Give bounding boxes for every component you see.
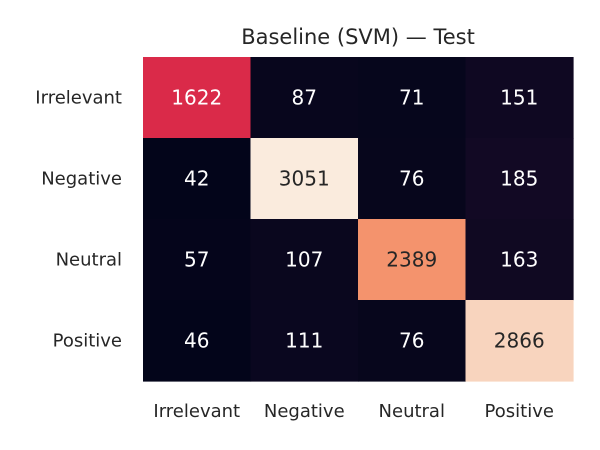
heatmap-cell-r0-c1 <box>250 57 359 139</box>
cell-value-r1-c1: 3051 <box>279 167 330 191</box>
heatmap-cell-r0-c2 <box>358 57 467 139</box>
heatmap-cell-r3-c0 <box>143 300 252 382</box>
cell-value-r0-c3: 151 <box>500 86 538 110</box>
y-tick-label: Positive <box>53 331 122 352</box>
heatmap-cell-r3-c1 <box>250 300 359 382</box>
y-tick-labels: Irrelevant Negative Neutral Positive <box>35 88 122 352</box>
x-tick-label: Negative <box>264 401 345 422</box>
heatmap-cell-r0-c0 <box>143 57 252 139</box>
y-tick-label: Negative <box>41 169 122 190</box>
x-tick-label: Positive <box>485 401 554 422</box>
heatmap-cell-r1-c0 <box>143 138 252 220</box>
cell-value-r0-c2: 71 <box>399 86 424 110</box>
heatmap-cell-r0-c3 <box>465 57 574 139</box>
cell-value-r1-c0: 42 <box>184 167 209 191</box>
heatmap-cell-r1-c1 <box>250 138 359 220</box>
heatmap-cells <box>143 57 574 382</box>
heatmap-cell-r3-c2 <box>358 300 467 382</box>
heatmap-cell-r3-c3 <box>465 300 574 382</box>
cell-value-r3-c1: 111 <box>285 329 323 353</box>
cell-annotations: 1622 87 71 151 42 3051 76 185 57 107 2389 163 46 111 7… <box>171 86 544 353</box>
chart-title: Baseline (SVM) — Test <box>241 25 475 49</box>
y-tick-label: Neutral <box>56 250 122 271</box>
cell-value-r2-c2: 2389 <box>386 248 437 272</box>
cell-value-r2-c3: 163 <box>500 248 538 272</box>
cell-value-r1-c3: 185 <box>500 167 538 191</box>
y-tick-label: Irrelevant <box>35 88 122 109</box>
cell-value-r2-c1: 107 <box>285 248 323 272</box>
x-tick-labels: Irrelevant Negative Neutral Positive <box>153 401 554 422</box>
cell-value-r0-c1: 87 <box>292 86 317 110</box>
x-tick-label: Irrelevant <box>153 401 240 422</box>
x-tick-label: Neutral <box>379 401 445 422</box>
heatmap-cell-r2-c2 <box>358 219 467 301</box>
heatmap-cell-r2-c0 <box>143 219 252 301</box>
heatmap-cell-r2-c1 <box>250 219 359 301</box>
heatmap-cell-r1-c3 <box>465 138 574 220</box>
cell-value-r1-c2: 76 <box>399 167 424 191</box>
heatmap-cell-r1-c2 <box>358 138 467 220</box>
cell-value-r2-c0: 57 <box>184 248 209 272</box>
cell-value-r0-c0: 1622 <box>171 86 222 110</box>
cell-value-r3-c2: 76 <box>399 329 424 353</box>
cell-value-r3-c3: 2866 <box>494 329 545 353</box>
cell-value-r3-c0: 46 <box>184 329 209 353</box>
heatmap-cell-r2-c3 <box>465 219 574 301</box>
